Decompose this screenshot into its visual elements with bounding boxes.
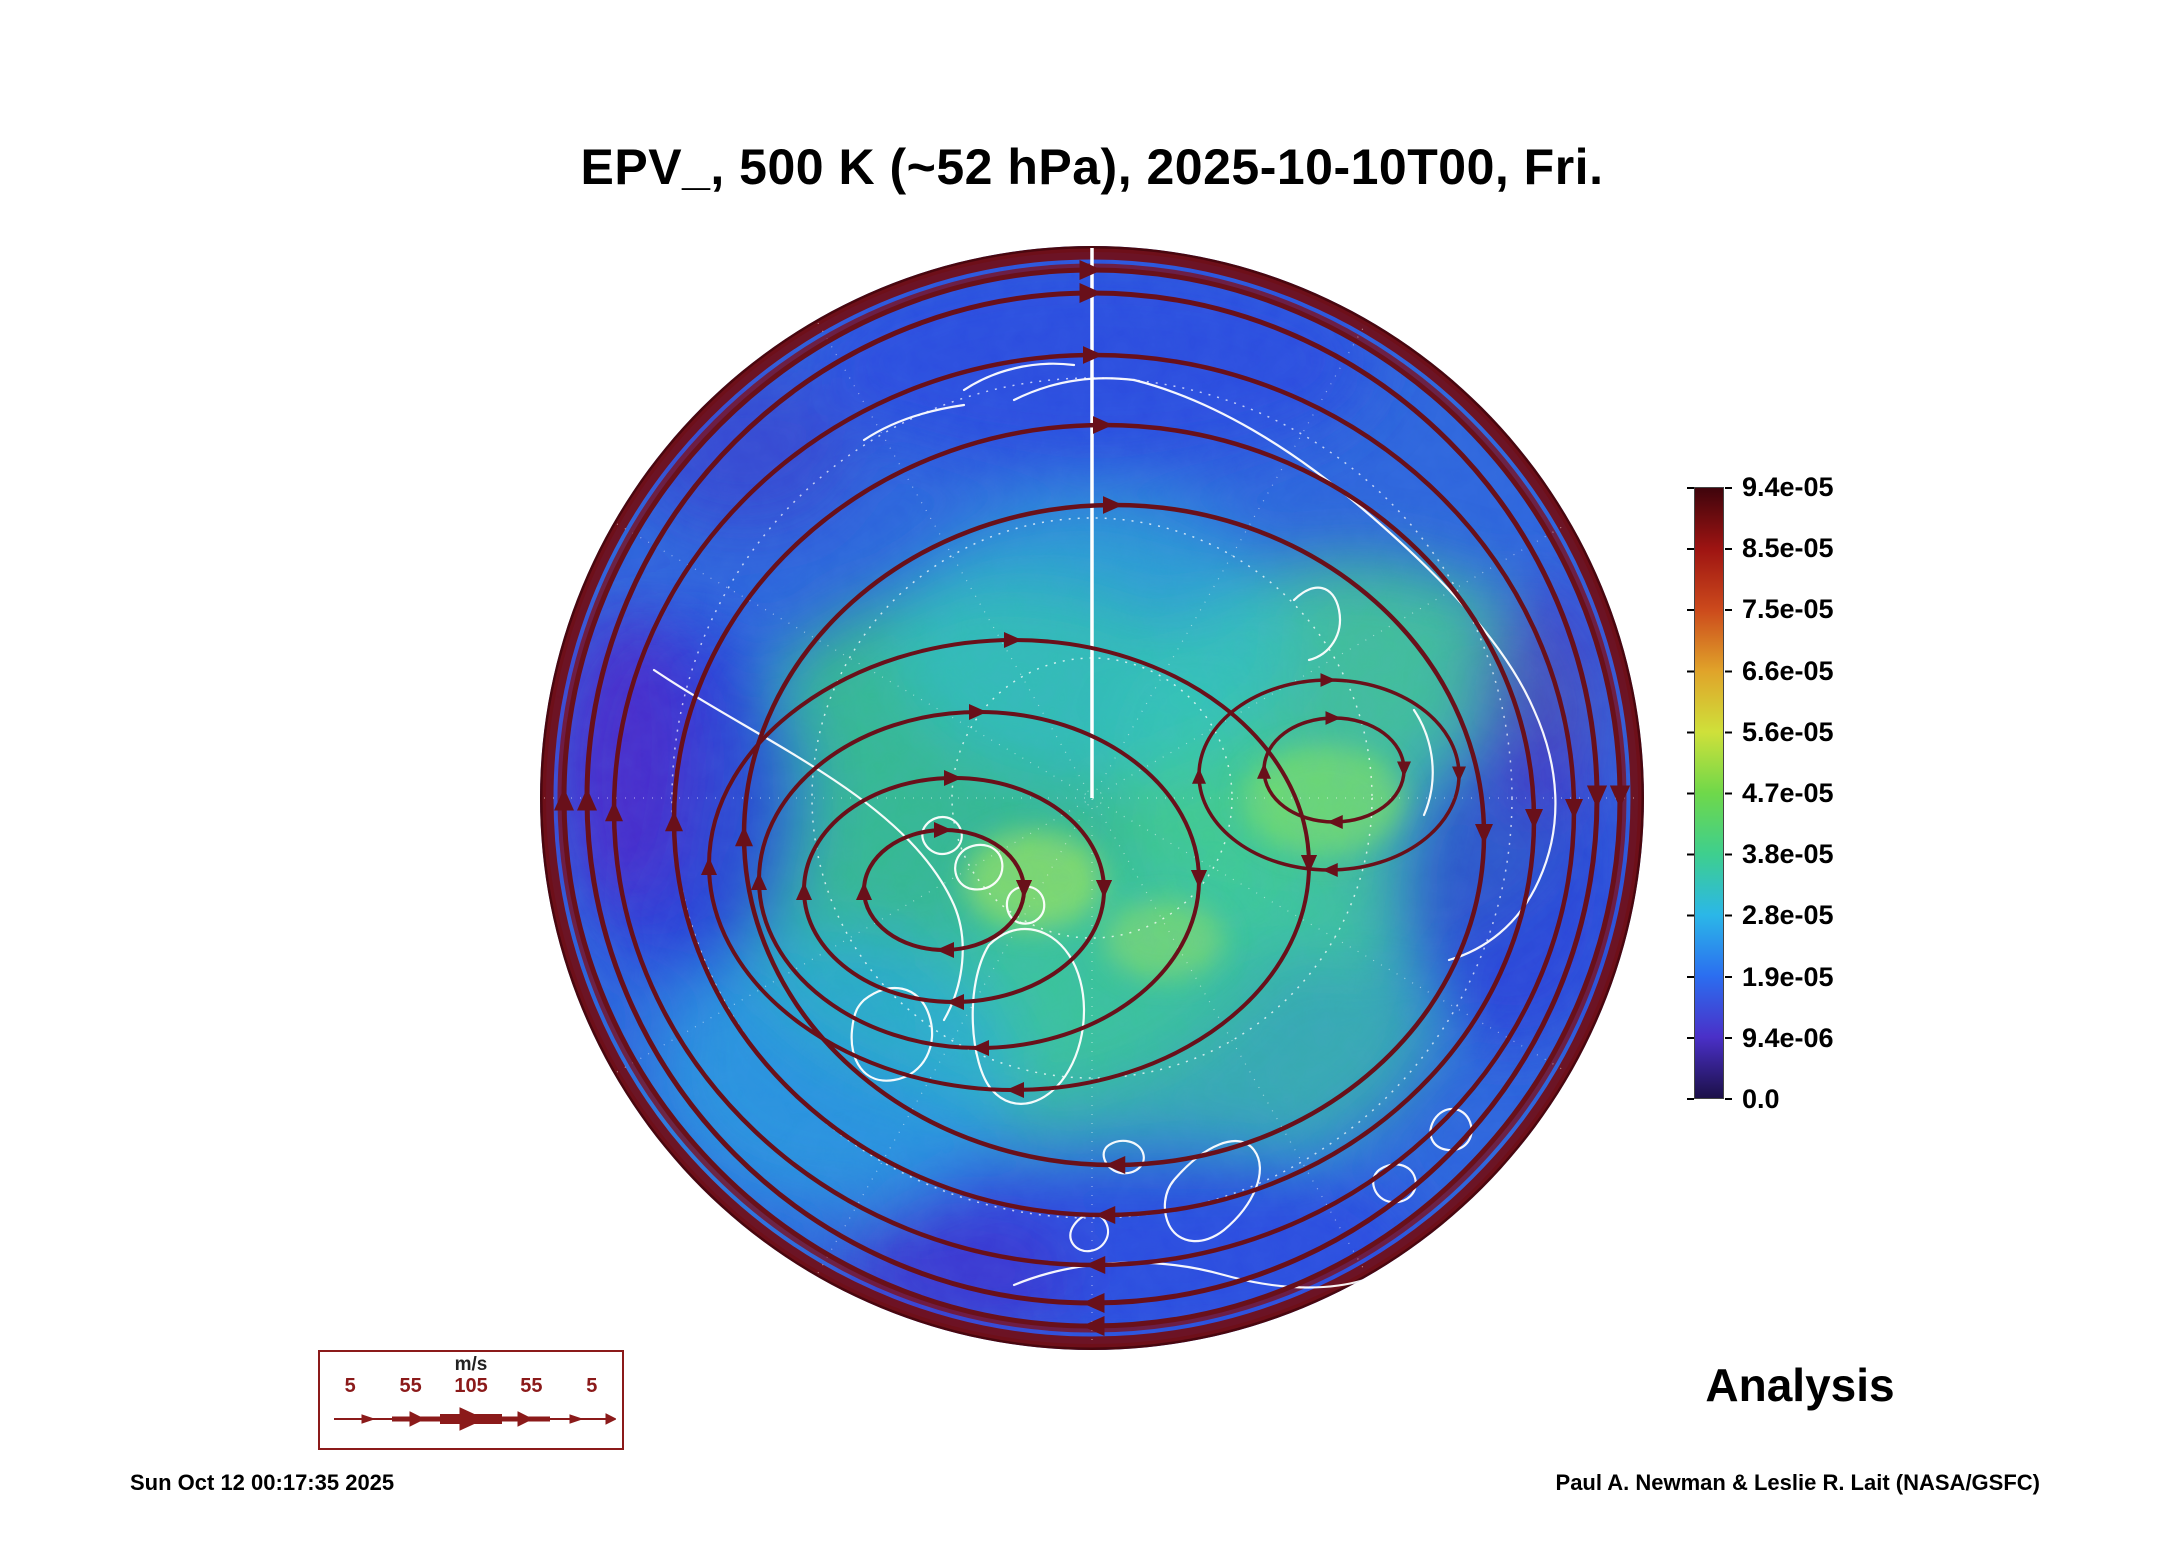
colorbar-tick-label: 1.9e-05 (1742, 961, 1834, 992)
wind-speed-label: 55 (520, 1375, 543, 1397)
wind-legend-units: m/s (454, 1354, 488, 1375)
colorbar-tick-label: 8.5e-05 (1742, 533, 1834, 564)
colorbar-tick-label: 0.0 (1742, 1083, 1780, 1114)
colorbar-tick-label: 4.7e-05 (1742, 777, 1834, 808)
timestamp: Sun Oct 12 00:17:35 2025 (130, 1470, 395, 1495)
colorbar: 9.4e-05 8.5e-05 7.5e-05 6.6e-05 5.6e-05 … (1687, 472, 2054, 1114)
wind-speed-label: 5 (586, 1375, 598, 1397)
colorbar-tick-label: 6.6e-05 (1742, 655, 1834, 686)
wind-speed-label: 105 (454, 1375, 488, 1397)
colorbar-gradient (1694, 487, 1724, 1099)
colorbar-tick-label: 3.8e-05 (1742, 839, 1834, 870)
colorbar-tick-label: 5.6e-05 (1742, 716, 1834, 747)
colorbar-tick-label: 9.4e-05 (1742, 472, 1834, 502)
analysis-label: Analysis (1705, 1359, 1895, 1411)
colorbar-tick-label: 7.5e-05 (1742, 594, 1834, 625)
colorbar-labels: 9.4e-05 8.5e-05 7.5e-05 6.6e-05 5.6e-05 … (1742, 472, 1834, 1114)
colorbar-tickmarks-right (1725, 487, 1732, 1100)
polar-map (534, 240, 1650, 1356)
credit: Paul A. Newman & Leslie R. Lait (NASA/GS… (1555, 1470, 2040, 1495)
colorbar-tickmarks-left (1687, 487, 1694, 1100)
colorbar-tick-label: 2.8e-05 (1742, 900, 1834, 931)
wind-speed-label: 5 (344, 1375, 356, 1397)
colorbar-tick-label: 9.4e-06 (1742, 1022, 1834, 1053)
wind-legend-speeds: 5 55 105 55 5 (320, 1375, 622, 1397)
wind-speed-legend: m/s 5 55 105 55 5 (318, 1350, 624, 1450)
figure-title: EPV_, 500 K (~52 hPa), 2025-10-10T00, Fr… (580, 139, 1604, 195)
wind-arrow-scale-icon (334, 1407, 616, 1431)
streamlines (564, 270, 1620, 1326)
wind-speed-label: 55 (399, 1375, 422, 1397)
polar-map-svg (540, 246, 1644, 1350)
